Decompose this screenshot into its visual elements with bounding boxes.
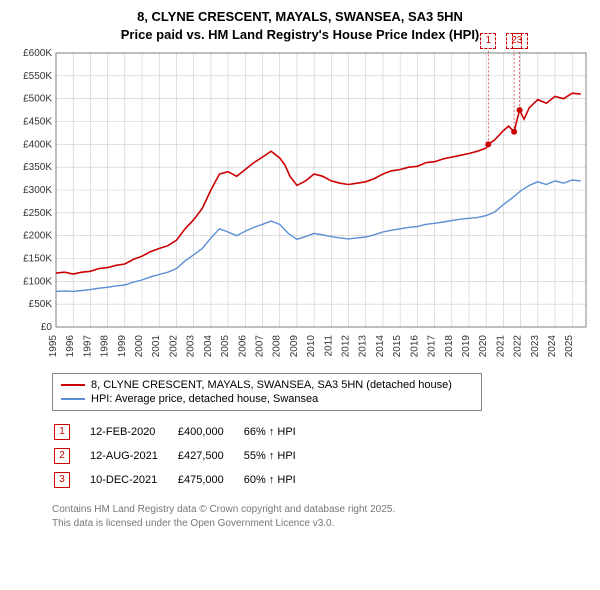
svg-text:£600K: £600K (23, 48, 52, 59)
svg-text:2003: 2003 (186, 335, 197, 358)
sale-marker-2: 2 (54, 448, 70, 464)
svg-text:£300K: £300K (23, 185, 52, 196)
svg-text:£200K: £200K (23, 231, 52, 242)
sale-callout-1: 1 (480, 33, 496, 49)
svg-text:2011: 2011 (323, 335, 334, 357)
sale-date: 12-FEB-2020 (90, 421, 176, 443)
svg-text:2016: 2016 (409, 335, 420, 358)
svg-text:£250K: £250K (23, 208, 52, 219)
footnote: Contains HM Land Registry data © Crown c… (52, 503, 592, 530)
svg-text:2022: 2022 (513, 335, 524, 358)
sale-callout-3: 3 (512, 33, 528, 49)
sale-date: 10-DEC-2021 (90, 469, 176, 491)
svg-text:£350K: £350K (23, 162, 52, 173)
chart-title: 8, CLYNE CRESCENT, MAYALS, SWANSEA, SA3 … (8, 8, 592, 43)
chart-area: £0 £50K £100K £150K £200K £250K £300K £350K £400… (8, 47, 592, 367)
svg-text:2018: 2018 (444, 335, 455, 358)
legend: 8, CLYNE CRESCENT, MAYALS, SWANSEA, SA3 … (52, 373, 482, 411)
sales-table: 1 12-FEB-2020£400,00066% ↑ HPI 2 12-AUG-202… (52, 419, 316, 493)
svg-text:1999: 1999 (117, 335, 128, 358)
svg-text:2010: 2010 (306, 335, 317, 358)
svg-text:2000: 2000 (134, 335, 145, 358)
sale-price: £475,000 (178, 469, 242, 491)
svg-text:£100K: £100K (23, 276, 52, 287)
line-chart: £0 £50K £100K £150K £200K £250K £300K £350K £400… (8, 47, 592, 367)
legend-label: HPI: Average price, detached house, Swan… (91, 393, 318, 405)
legend-swatch (61, 384, 85, 386)
svg-text:2004: 2004 (203, 335, 214, 358)
svg-text:2001: 2001 (151, 335, 162, 358)
sale-marker-3: 3 (54, 472, 70, 488)
svg-text:2005: 2005 (220, 335, 231, 358)
sale-date: 12-AUG-2021 (90, 445, 176, 467)
svg-text:2019: 2019 (461, 335, 472, 358)
svg-text:2014: 2014 (375, 335, 386, 358)
table-row: 1 12-FEB-2020£400,00066% ↑ HPI (54, 421, 314, 443)
svg-text:2021: 2021 (495, 335, 506, 358)
svg-text:1996: 1996 (65, 335, 76, 358)
sale-price: £427,500 (178, 445, 242, 467)
svg-text:£550K: £550K (23, 71, 52, 82)
sale-delta: 66% ↑ HPI (244, 421, 314, 443)
svg-text:1995: 1995 (48, 335, 59, 358)
legend-row: 8, CLYNE CRESCENT, MAYALS, SWANSEA, SA3 … (61, 378, 473, 392)
sale-delta: 60% ↑ HPI (244, 469, 314, 491)
svg-text:2015: 2015 (392, 335, 403, 358)
svg-text:£0: £0 (41, 322, 53, 333)
svg-text:2006: 2006 (237, 335, 248, 358)
svg-text:2008: 2008 (272, 335, 283, 358)
svg-text:2012: 2012 (341, 335, 352, 358)
svg-text:£500K: £500K (23, 94, 52, 105)
title-line2: Price paid vs. HM Land Registry's House … (8, 26, 592, 44)
table-row: 2 12-AUG-2021£427,50055% ↑ HPI (54, 445, 314, 467)
svg-text:£400K: £400K (23, 139, 52, 150)
sale-point-1 (485, 141, 491, 147)
svg-text:1998: 1998 (100, 335, 111, 358)
sale-marker-1: 1 (54, 424, 70, 440)
svg-text:2013: 2013 (358, 335, 369, 358)
legend-swatch (61, 398, 85, 400)
title-line1: 8, CLYNE CRESCENT, MAYALS, SWANSEA, SA3 … (8, 8, 592, 26)
svg-text:1997: 1997 (82, 335, 93, 358)
footnote-line1: Contains HM Land Registry data © Crown c… (52, 503, 592, 517)
svg-text:£450K: £450K (23, 117, 52, 128)
svg-text:2017: 2017 (427, 335, 438, 358)
svg-text:2025: 2025 (564, 335, 575, 358)
svg-text:2009: 2009 (289, 335, 300, 358)
svg-text:2023: 2023 (530, 335, 541, 358)
sale-delta: 55% ↑ HPI (244, 445, 314, 467)
svg-text:£50K: £50K (29, 299, 53, 310)
sale-price: £400,000 (178, 421, 242, 443)
legend-label: 8, CLYNE CRESCENT, MAYALS, SWANSEA, SA3 … (91, 379, 452, 391)
svg-text:£150K: £150K (23, 254, 52, 265)
svg-text:2002: 2002 (168, 335, 179, 358)
footnote-line2: This data is licensed under the Open Gov… (52, 517, 592, 531)
svg-text:2007: 2007 (254, 335, 265, 358)
svg-text:2020: 2020 (478, 335, 489, 358)
table-row: 3 10-DEC-2021£475,00060% ↑ HPI (54, 469, 314, 491)
legend-row: HPI: Average price, detached house, Swan… (61, 392, 473, 406)
svg-text:2024: 2024 (547, 335, 558, 358)
